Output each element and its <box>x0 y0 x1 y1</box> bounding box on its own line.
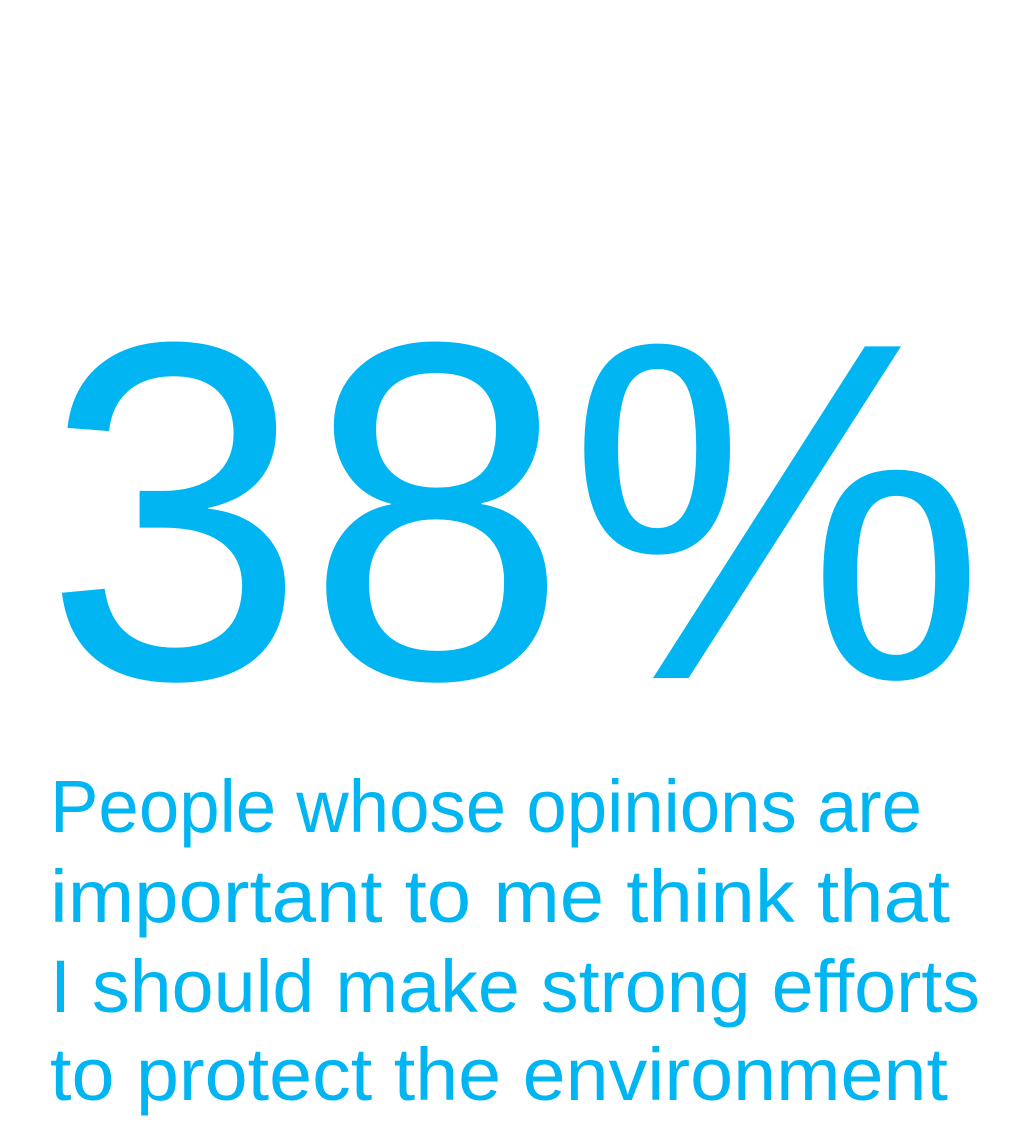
caption-line: important to me think that <box>50 855 950 938</box>
caption-line: People whose opinions are <box>50 765 922 848</box>
caption-line: I should make strong efforts <box>50 945 980 1028</box>
caption-line: to protect the environment <box>50 1033 948 1116</box>
stat-value: 38% <box>44 243 986 781</box>
